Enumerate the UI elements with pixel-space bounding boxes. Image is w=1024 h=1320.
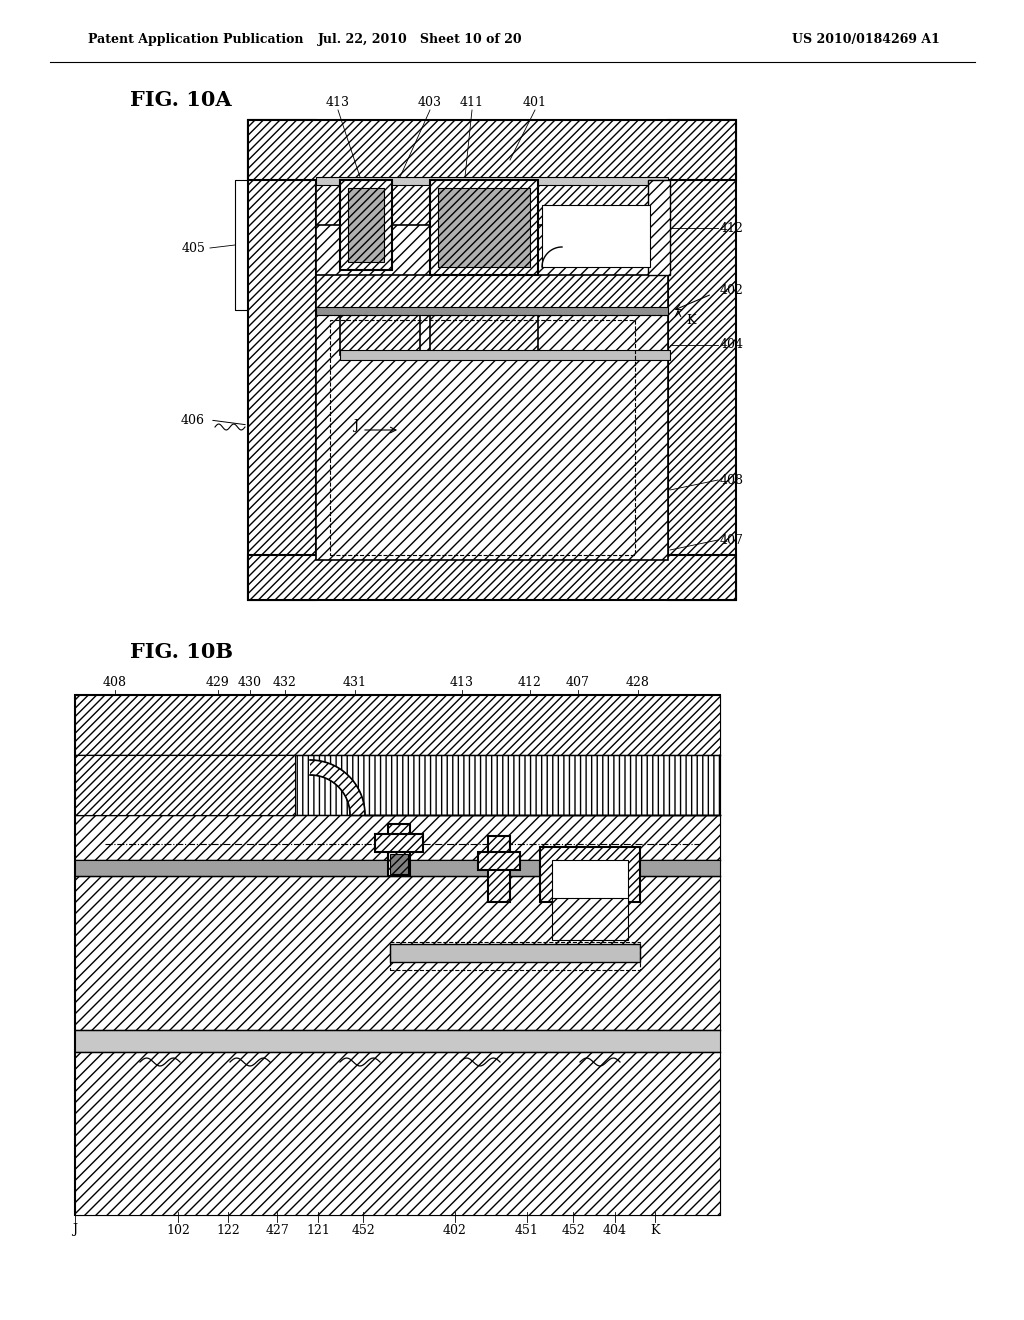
Text: 452: 452 bbox=[561, 1224, 585, 1237]
Text: 405: 405 bbox=[181, 242, 205, 255]
Text: 402: 402 bbox=[720, 284, 743, 297]
Text: 412: 412 bbox=[720, 222, 743, 235]
Text: FIG. 10B: FIG. 10B bbox=[130, 642, 233, 663]
PathPatch shape bbox=[310, 760, 365, 814]
Text: 122: 122 bbox=[216, 1224, 240, 1237]
Text: 404: 404 bbox=[603, 1224, 627, 1237]
Text: 413: 413 bbox=[326, 95, 350, 108]
Bar bbox=[248, 554, 736, 601]
Text: 428: 428 bbox=[626, 676, 650, 689]
Text: 404: 404 bbox=[720, 338, 744, 351]
Text: Jul. 22, 2010   Sheet 10 of 20: Jul. 22, 2010 Sheet 10 of 20 bbox=[317, 33, 522, 46]
Bar bbox=[75, 876, 720, 1030]
Text: 412: 412 bbox=[518, 676, 542, 689]
Text: 121: 121 bbox=[306, 1224, 330, 1237]
Bar bbox=[75, 861, 720, 876]
Bar bbox=[478, 851, 520, 870]
Bar bbox=[390, 854, 408, 874]
Bar bbox=[552, 861, 628, 902]
Bar bbox=[248, 120, 736, 180]
Text: 451: 451 bbox=[515, 1224, 539, 1237]
Text: 406: 406 bbox=[181, 413, 205, 426]
Text: 413: 413 bbox=[450, 676, 474, 689]
Bar bbox=[430, 313, 538, 355]
Bar bbox=[75, 755, 295, 814]
Bar bbox=[390, 942, 640, 970]
Text: 430: 430 bbox=[238, 676, 262, 689]
Bar bbox=[542, 205, 650, 267]
Text: K: K bbox=[650, 1224, 659, 1237]
Bar bbox=[390, 944, 640, 962]
Bar bbox=[648, 180, 670, 275]
Bar bbox=[75, 1030, 720, 1052]
Bar bbox=[340, 313, 420, 355]
Bar bbox=[540, 847, 640, 902]
Text: 411: 411 bbox=[460, 95, 484, 108]
Text: K: K bbox=[686, 314, 695, 326]
Bar bbox=[75, 814, 720, 861]
Text: 407: 407 bbox=[566, 676, 590, 689]
Text: J: J bbox=[73, 1224, 78, 1237]
Bar bbox=[430, 180, 538, 275]
Bar bbox=[75, 1052, 720, 1214]
Text: 407: 407 bbox=[720, 533, 743, 546]
Bar bbox=[488, 836, 510, 902]
Bar bbox=[340, 350, 670, 360]
Bar bbox=[552, 898, 628, 940]
Bar bbox=[668, 120, 736, 601]
Bar bbox=[316, 180, 668, 560]
Bar bbox=[316, 177, 668, 185]
Bar bbox=[340, 180, 392, 271]
Text: 427: 427 bbox=[265, 1224, 289, 1237]
Text: 401: 401 bbox=[523, 95, 547, 108]
Bar bbox=[375, 834, 423, 851]
Bar bbox=[316, 275, 668, 310]
Bar bbox=[316, 308, 668, 315]
Text: FIG. 10A: FIG. 10A bbox=[130, 90, 231, 110]
Bar bbox=[248, 120, 316, 601]
Text: 431: 431 bbox=[343, 676, 367, 689]
Bar bbox=[438, 187, 530, 267]
Bar bbox=[388, 824, 410, 876]
Bar bbox=[348, 187, 384, 261]
Text: Patent Application Publication: Patent Application Publication bbox=[88, 33, 303, 46]
Text: 408: 408 bbox=[103, 676, 127, 689]
Text: 452: 452 bbox=[351, 1224, 375, 1237]
Text: US 2010/0184269 A1: US 2010/0184269 A1 bbox=[793, 33, 940, 46]
Text: 403: 403 bbox=[418, 95, 442, 108]
Bar bbox=[75, 755, 720, 814]
Bar bbox=[316, 180, 668, 224]
Text: 102: 102 bbox=[166, 1224, 189, 1237]
Text: 432: 432 bbox=[273, 676, 297, 689]
Text: J: J bbox=[353, 418, 358, 432]
Bar bbox=[330, 319, 635, 554]
Text: 429: 429 bbox=[206, 676, 229, 689]
Bar bbox=[75, 696, 720, 755]
Text: 402: 402 bbox=[443, 1224, 467, 1237]
Bar bbox=[75, 696, 720, 1214]
Text: 408: 408 bbox=[720, 474, 744, 487]
